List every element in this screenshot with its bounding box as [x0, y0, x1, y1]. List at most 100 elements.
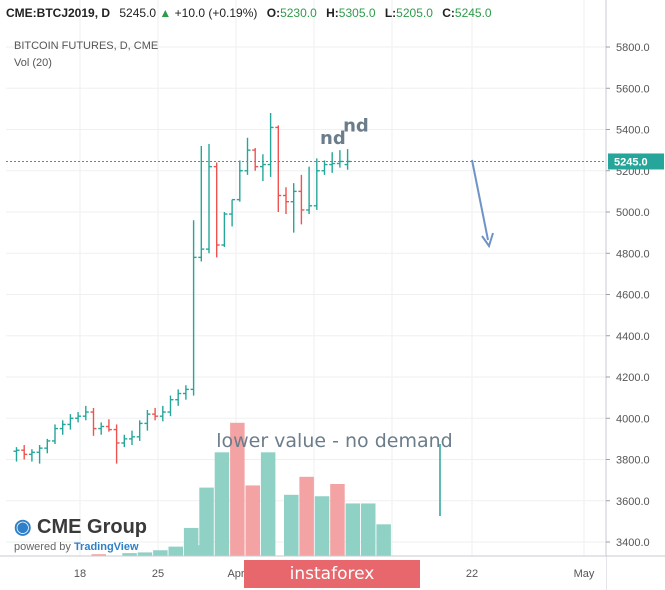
ohlc-bar — [306, 166, 313, 215]
price-tick-label: 4200.0 — [616, 372, 650, 384]
volume-bar — [330, 484, 345, 556]
annotation-label: nd — [320, 128, 346, 149]
price-tick-label: 4800.0 — [616, 248, 650, 260]
last-price-badge — [608, 153, 664, 170]
price-tick-label: 5400.0 — [616, 125, 650, 137]
high-label: H: — [326, 6, 339, 20]
cme-group-name: CME Group — [37, 516, 148, 538]
volume-bar — [122, 553, 137, 556]
volume-bar — [284, 494, 299, 556]
time-tick-label: May — [574, 568, 595, 580]
ohlc-bar — [136, 420, 143, 441]
ohlc-bar — [259, 154, 266, 182]
price-tick-label: 4600.0 — [616, 290, 650, 302]
ohlc-bar — [90, 407, 97, 436]
volume-bar — [260, 452, 276, 556]
down-arrow — [471, 159, 489, 241]
volume-bar — [168, 546, 183, 556]
price-tick-label: 5800.0 — [616, 42, 650, 54]
down-arrow-head — [481, 232, 494, 249]
ohlc-bar — [190, 220, 197, 396]
ohlc-bar — [283, 187, 289, 215]
volume-bar — [299, 476, 314, 556]
ohlc-bar — [129, 430, 135, 446]
up-triangle-icon: ▲ — [159, 6, 172, 20]
close-label: C: — [442, 6, 455, 20]
grid — [6, 0, 606, 556]
high-value: 5305.0 — [338, 6, 376, 20]
powered-by-text: powered by — [14, 541, 74, 553]
volume-bar — [361, 503, 376, 556]
ohlc-bar — [198, 146, 205, 262]
price-axis: 3400.0 3600.0 3800.0 4000.0 4200.0 4400.0 4600… — [605, 0, 665, 590]
open-label: O: — [266, 6, 281, 20]
volume-bar — [191, 545, 207, 556]
ohlc-bar — [52, 424, 58, 445]
low-value: 5205.0 — [396, 6, 433, 20]
ohlc-bar — [152, 407, 159, 421]
price-tick-label: 4400.0 — [616, 331, 650, 343]
ohlc-bar — [113, 424, 120, 464]
volume-bar — [314, 496, 330, 556]
volume-bar — [230, 422, 245, 556]
volume-bar — [91, 554, 106, 556]
ohlc-bar — [67, 414, 74, 430]
ohlc-bar — [167, 395, 174, 417]
ohlc-bar — [105, 419, 112, 432]
ohlc-bar — [290, 183, 297, 233]
ohlc-bar — [229, 198, 236, 227]
volume-label: Vol (20) — [14, 57, 52, 69]
tradingview-brand: TradingView — [73, 541, 139, 553]
ohlc-bar — [75, 412, 82, 423]
ohlc-bar — [221, 212, 228, 248]
low-label: L: — [384, 6, 397, 20]
volume-bar — [245, 485, 260, 556]
volume-bar — [214, 452, 230, 556]
volume-bar — [137, 552, 153, 556]
ohlc-bar — [175, 389, 182, 406]
volume-bar — [376, 524, 391, 556]
volume-bar — [199, 487, 214, 556]
price-change: +10.0 (+0.19%) — [174, 6, 258, 20]
ohlc-bar — [252, 148, 259, 171]
ohlc-bar — [244, 137, 251, 175]
annotation-label: nd — [343, 116, 369, 137]
ohlc-bar — [82, 405, 89, 421]
ohlc-bar — [182, 385, 189, 400]
ohlc-bar — [36, 445, 43, 464]
time-tick-label: 18 — [74, 568, 86, 580]
price-bars — [13, 113, 351, 464]
plot-area — [6, 0, 606, 556]
ohlc-bar — [313, 158, 320, 210]
ohlc-bar — [159, 405, 166, 422]
ohlc-bar — [59, 420, 66, 435]
ohlc-bar — [144, 410, 151, 431]
time-tick-label: 22 — [466, 568, 478, 580]
ohlc-bar — [213, 162, 220, 258]
ohlc-bar — [44, 438, 51, 454]
price-tick-label: 4000.0 — [616, 413, 650, 425]
ohlc-bar — [28, 449, 35, 462]
ohlc-bar — [98, 422, 105, 435]
open-value: 5230.0 — [280, 6, 317, 20]
annotation-label: lower value - no demand — [216, 430, 453, 452]
ohlc-bar — [236, 160, 243, 202]
volume-bars — [91, 422, 391, 556]
price-tick-label: 3600.0 — [616, 496, 650, 508]
ohlc-bar — [321, 160, 328, 175]
price-tick-label: 3800.0 — [616, 455, 650, 467]
volume-bar — [345, 503, 361, 556]
ohlc-bar — [275, 125, 282, 212]
ohlc-bar — [21, 445, 28, 460]
symbol-header: CME:BTCJ2019, D 5245.0 ▲ +10.0 (+0.19%) … — [6, 6, 492, 20]
price-axis-bg — [606, 0, 665, 590]
last-price: 5245.0 — [119, 6, 157, 20]
watermark: instaforex — [244, 560, 420, 588]
ohlc-bar — [267, 113, 274, 177]
chart-title: BITCOIN FUTURES, D, CME — [14, 40, 159, 52]
ohlc-bar — [206, 143, 212, 254]
globe-icon: ◉ — [14, 516, 32, 538]
ohlc-bar — [121, 434, 128, 448]
